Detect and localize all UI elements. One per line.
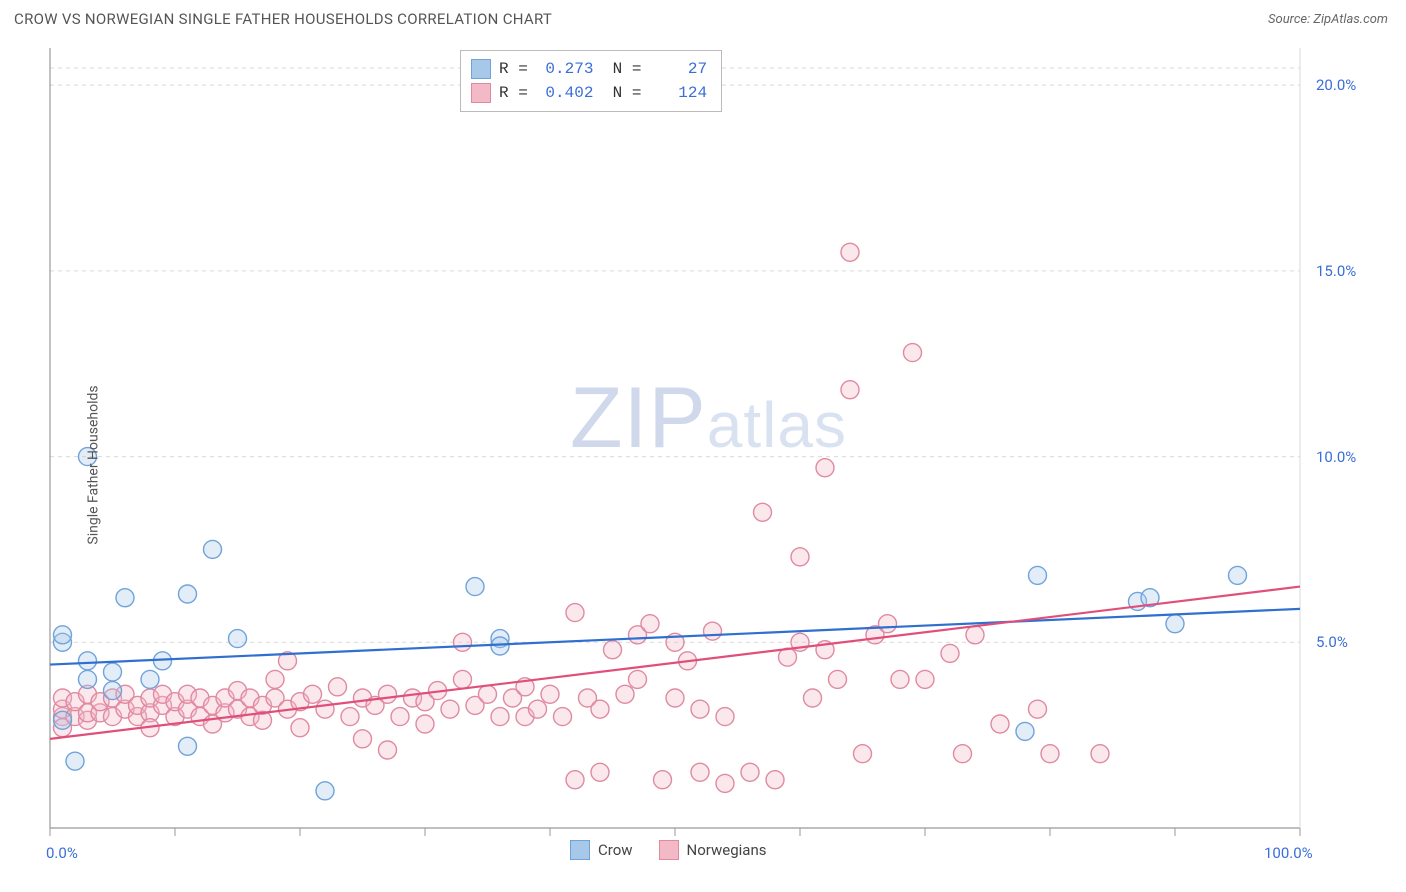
- legend-item: Norwegians: [659, 840, 767, 860]
- y-tick-label: 5.0%: [1316, 633, 1348, 651]
- legend-label: Crow: [598, 841, 633, 859]
- x-axis-min-label: 0.0%: [46, 844, 78, 862]
- stats-text: R = 0.273 N = 27: [499, 57, 707, 81]
- legend-swatch-icon: [659, 840, 679, 860]
- chart-source: Source: ZipAtlas.com: [1268, 12, 1388, 27]
- legend-label: Norwegians: [687, 841, 767, 859]
- scatter-plot: [0, 38, 1406, 892]
- y-tick-label: 10.0%: [1316, 448, 1356, 466]
- chart-header: CROW VS NORWEGIAN SINGLE FATHER HOUSEHOL…: [0, 0, 1406, 34]
- correlation-stats-box: R = 0.273 N = 27 R = 0.402 N = 124: [460, 50, 722, 112]
- chart-area: Single Father Households: [0, 38, 1406, 892]
- x-axis-max-label: 100.0%: [1264, 844, 1313, 862]
- legend-item: Crow: [570, 840, 633, 860]
- stats-row: R = 0.402 N = 124: [471, 81, 707, 105]
- y-tick-label: 15.0%: [1316, 262, 1356, 280]
- series-swatch-icon: [471, 59, 491, 79]
- y-axis-label: Single Father Households: [86, 385, 102, 544]
- stats-text: R = 0.402 N = 124: [499, 81, 707, 105]
- y-tick-label: 20.0%: [1316, 76, 1356, 94]
- series-swatch-icon: [471, 83, 491, 103]
- legend-swatch-icon: [570, 840, 590, 860]
- stats-row: R = 0.273 N = 27: [471, 57, 707, 81]
- chart-title: CROW VS NORWEGIAN SINGLE FATHER HOUSEHOL…: [14, 10, 552, 28]
- legend: Crow Norwegians: [570, 840, 766, 860]
